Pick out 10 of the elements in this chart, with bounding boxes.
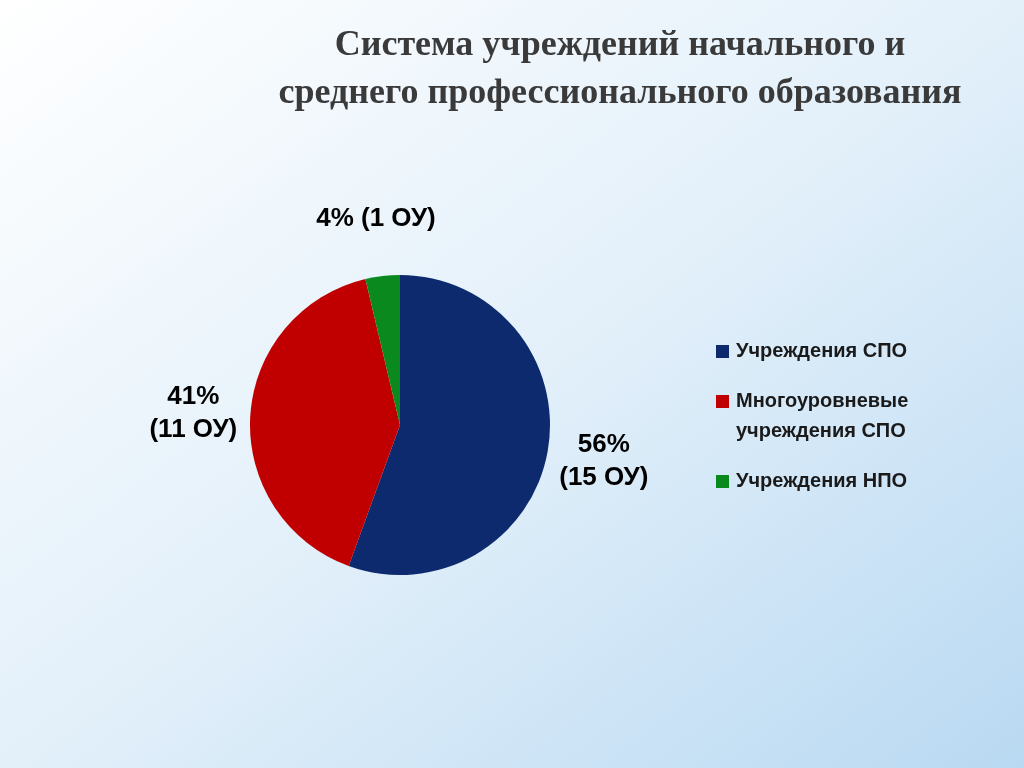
data-label: 56% (15 ОУ) (559, 427, 649, 491)
legend-label: Учреждения СПО (736, 339, 908, 362)
chart-title: Система учреждений начального и среднего профессионального образования (278, 23, 962, 111)
data-label: 41% (11 ОУ) (149, 379, 238, 443)
legend-label: Многоуровневые учреждения СПО (736, 389, 909, 442)
legend-label: Учреждения НПО (736, 469, 908, 492)
pie-slice (250, 279, 400, 566)
pie-slice (365, 275, 400, 425)
pie-slice (348, 275, 550, 575)
data-label: 4% (1 ОУ) (316, 202, 436, 233)
